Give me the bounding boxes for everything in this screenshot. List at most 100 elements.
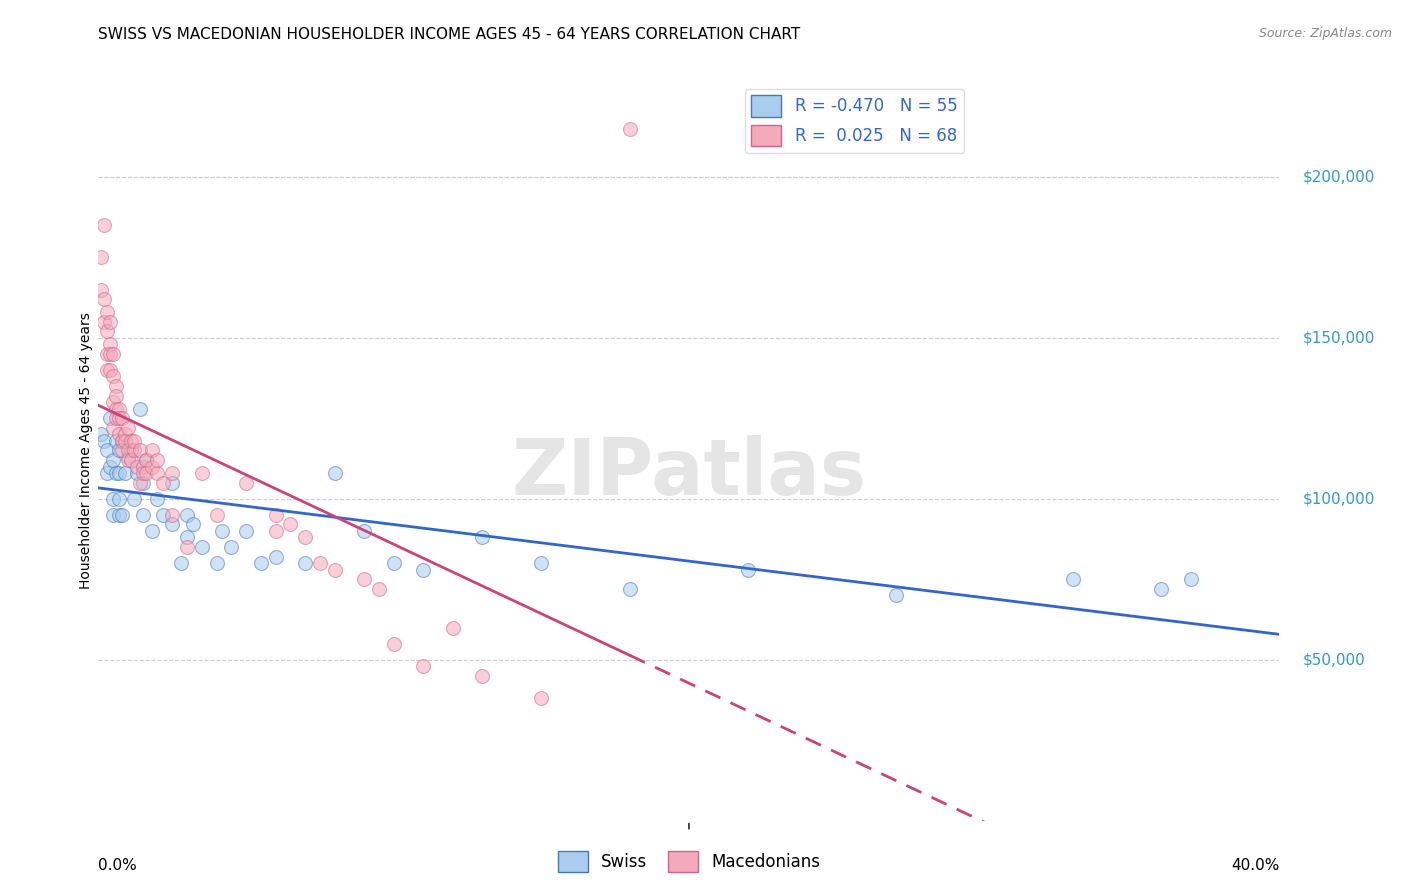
Text: $150,000: $150,000 bbox=[1303, 330, 1375, 345]
Point bbox=[152, 508, 174, 522]
Point bbox=[103, 395, 125, 409]
Point bbox=[141, 459, 163, 474]
Point bbox=[90, 250, 112, 264]
Point bbox=[103, 491, 125, 506]
Point bbox=[122, 443, 145, 458]
Point bbox=[353, 524, 375, 538]
Point bbox=[114, 466, 136, 480]
Point bbox=[294, 556, 316, 570]
Point bbox=[108, 466, 131, 480]
Point bbox=[96, 466, 118, 480]
Point bbox=[122, 434, 145, 448]
Point bbox=[117, 450, 139, 464]
Point bbox=[90, 283, 112, 297]
Point bbox=[162, 466, 183, 480]
Text: $100,000: $100,000 bbox=[1303, 491, 1375, 507]
Point bbox=[264, 524, 287, 538]
Text: $200,000: $200,000 bbox=[1303, 169, 1375, 185]
Point bbox=[412, 563, 434, 577]
Point bbox=[382, 556, 405, 570]
Point bbox=[125, 466, 148, 480]
Point bbox=[530, 691, 553, 706]
Point bbox=[353, 572, 375, 586]
Point bbox=[103, 508, 125, 522]
Point bbox=[1150, 582, 1173, 596]
Point bbox=[146, 453, 169, 467]
Point bbox=[96, 324, 118, 338]
Point bbox=[105, 434, 128, 448]
Point bbox=[114, 427, 136, 442]
Point bbox=[108, 401, 131, 416]
Point bbox=[117, 421, 139, 435]
Point bbox=[93, 218, 115, 232]
Point bbox=[1062, 572, 1084, 586]
Point bbox=[125, 459, 148, 474]
Point bbox=[96, 347, 118, 361]
Point bbox=[250, 556, 273, 570]
Point bbox=[205, 556, 228, 570]
Point bbox=[323, 466, 346, 480]
Point bbox=[619, 582, 641, 596]
Point bbox=[132, 459, 155, 474]
Point bbox=[368, 582, 391, 596]
Point bbox=[191, 466, 214, 480]
Point bbox=[108, 491, 131, 506]
Point bbox=[278, 517, 302, 532]
Point bbox=[111, 411, 134, 425]
Point bbox=[105, 401, 128, 416]
Point bbox=[108, 411, 131, 425]
Text: 0.0%: 0.0% bbox=[98, 858, 138, 872]
Point bbox=[530, 556, 553, 570]
Point bbox=[211, 524, 233, 538]
Point bbox=[128, 475, 150, 490]
Point bbox=[111, 508, 134, 522]
Point bbox=[382, 637, 405, 651]
Point bbox=[309, 556, 332, 570]
Point bbox=[471, 530, 494, 544]
Point bbox=[103, 347, 125, 361]
Point bbox=[162, 475, 183, 490]
Point bbox=[205, 508, 228, 522]
Point bbox=[181, 517, 204, 532]
Point bbox=[120, 443, 142, 458]
Point bbox=[146, 491, 169, 506]
Point bbox=[120, 434, 142, 448]
Point bbox=[98, 459, 121, 474]
Text: Source: ZipAtlas.com: Source: ZipAtlas.com bbox=[1258, 27, 1392, 40]
Point bbox=[111, 434, 134, 448]
Point bbox=[1180, 572, 1202, 586]
Point bbox=[235, 524, 257, 538]
Point bbox=[412, 659, 434, 673]
Point bbox=[132, 475, 155, 490]
Point bbox=[93, 434, 115, 448]
Point bbox=[128, 443, 150, 458]
Point bbox=[117, 443, 139, 458]
Point bbox=[98, 363, 121, 377]
Text: 40.0%: 40.0% bbox=[1232, 858, 1279, 872]
Point bbox=[176, 508, 198, 522]
Point bbox=[135, 453, 157, 467]
Point bbox=[96, 443, 118, 458]
Point bbox=[323, 563, 346, 577]
Point bbox=[122, 491, 145, 506]
Point bbox=[191, 540, 214, 554]
Point bbox=[103, 421, 125, 435]
Point bbox=[103, 453, 125, 467]
Point bbox=[471, 669, 494, 683]
Point bbox=[141, 524, 163, 538]
Point bbox=[90, 427, 112, 442]
Point bbox=[117, 453, 139, 467]
Point bbox=[132, 508, 155, 522]
Point bbox=[170, 556, 193, 570]
Point bbox=[162, 508, 183, 522]
Point bbox=[135, 466, 157, 480]
Point bbox=[235, 475, 257, 490]
Point bbox=[111, 434, 134, 448]
Point bbox=[176, 540, 198, 554]
Text: SWISS VS MACEDONIAN HOUSEHOLDER INCOME AGES 45 - 64 YEARS CORRELATION CHART: SWISS VS MACEDONIAN HOUSEHOLDER INCOME A… bbox=[98, 27, 800, 42]
Point bbox=[219, 540, 242, 554]
Point bbox=[111, 443, 134, 458]
Point bbox=[105, 389, 128, 403]
Point bbox=[93, 315, 115, 329]
Point bbox=[132, 466, 155, 480]
